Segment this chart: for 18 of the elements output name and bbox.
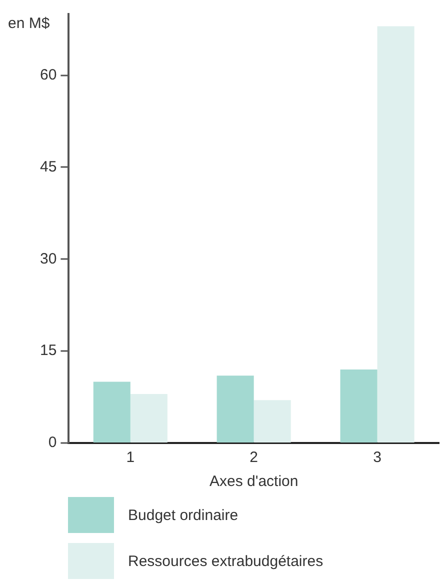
y-tick-label: 30 — [40, 250, 57, 268]
y-tick-label: 0 — [48, 434, 57, 452]
y-tick-label: 60 — [40, 66, 57, 84]
x-tick-label: 2 — [250, 449, 258, 466]
bar — [93, 382, 130, 442]
bar — [377, 26, 414, 442]
bar — [216, 376, 254, 442]
bar — [130, 394, 168, 442]
bar — [340, 369, 378, 442]
y-tick-label: 45 — [40, 158, 57, 176]
x-axis-title: Axes d'action — [209, 473, 298, 490]
x-tick-label: 3 — [373, 449, 382, 466]
legend-label: Budget ordinaire — [128, 506, 238, 524]
bar — [254, 400, 291, 442]
legend-label: Ressources extrabudgétaires — [128, 552, 324, 570]
x-tick-label: 1 — [126, 449, 135, 466]
y-axis-title: en M$ — [8, 15, 50, 32]
y-tick-label: 15 — [40, 342, 57, 360]
